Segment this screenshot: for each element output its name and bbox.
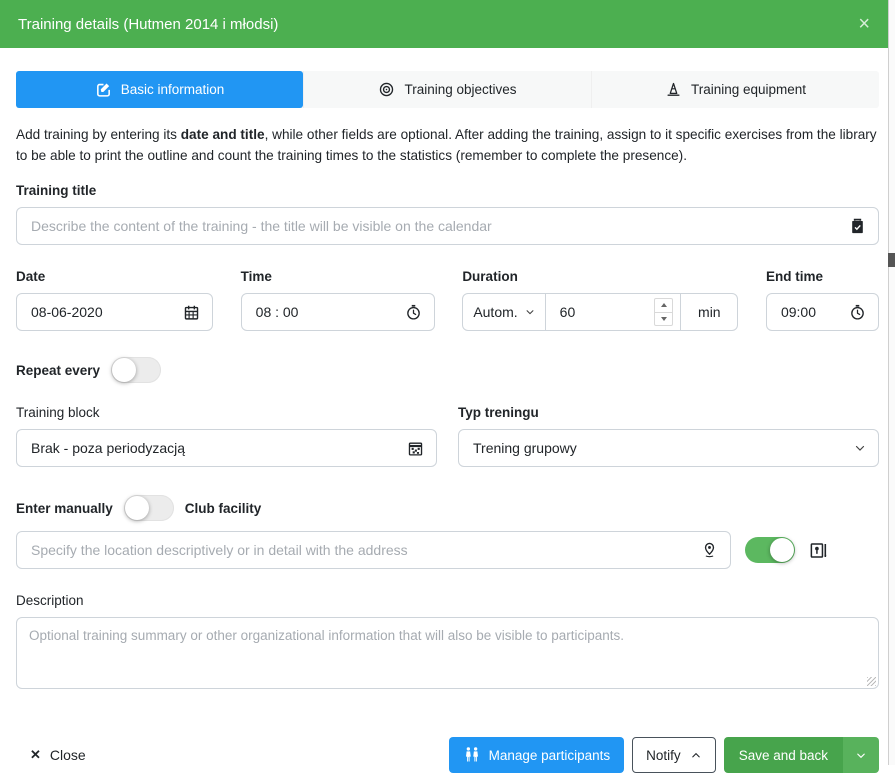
- repeat-row: Repeat every: [16, 357, 879, 383]
- duration-mode-value: Autom.: [473, 304, 518, 320]
- training-block-field[interactable]: [16, 429, 437, 467]
- manage-participants-label: Manage participants: [488, 747, 611, 763]
- repeat-every-toggle[interactable]: [111, 357, 162, 383]
- save-dropdown-toggle[interactable]: [843, 737, 879, 773]
- close-button[interactable]: ✕ Close: [30, 747, 86, 763]
- training-title-label: Training title: [16, 183, 97, 198]
- map-pin-icon[interactable]: [701, 541, 718, 559]
- chevron-down-icon: [525, 307, 535, 317]
- end-time-label: End time: [765, 269, 823, 284]
- chevron-down-icon: [855, 750, 867, 761]
- notify-button[interactable]: Notify: [632, 737, 716, 773]
- datetime-row: Date Time: [16, 269, 879, 331]
- chevron-up-icon: [690, 750, 702, 761]
- watch-icon[interactable]: [405, 304, 422, 321]
- calendar-icon[interactable]: [183, 304, 200, 321]
- toggle-knob: [124, 496, 149, 520]
- location-input[interactable]: [29, 541, 701, 559]
- toggle-knob: [112, 358, 137, 382]
- duration-unit: min: [680, 294, 737, 330]
- people-icon: [463, 747, 481, 763]
- tab-bar: Basic information Training objectives: [16, 71, 879, 108]
- club-facility-label: Club facility: [184, 500, 262, 516]
- training-type-label: Typ treningu: [458, 405, 539, 420]
- training-block-label: Training block: [16, 405, 100, 420]
- training-title-input[interactable]: [29, 217, 849, 235]
- intro-text: Add training by entering its date and ti…: [16, 127, 877, 163]
- repeat-every-label: Repeat every: [16, 362, 101, 378]
- location-row: [16, 531, 879, 569]
- description-textarea[interactable]: [16, 617, 879, 689]
- date-field: [16, 293, 213, 331]
- tab-label: Training objectives: [404, 82, 517, 97]
- save-and-back-label: Save and back: [738, 747, 828, 763]
- cone-icon: [665, 81, 682, 98]
- save-split-button: Save and back: [723, 737, 879, 773]
- calendar-blocks-icon[interactable]: [407, 440, 424, 457]
- location-field: [16, 531, 731, 569]
- scrollbar-thumb[interactable]: [888, 253, 895, 267]
- save-and-back-button[interactable]: Save and back: [723, 737, 843, 773]
- target-icon: [378, 81, 395, 98]
- training-title-field: [16, 207, 879, 245]
- resize-handle-icon[interactable]: [867, 677, 876, 686]
- date-label: Date: [16, 269, 46, 284]
- tab-label: Basic information: [120, 82, 225, 97]
- location-mode-row: Enter manually Club facility: [16, 495, 879, 521]
- block-type-row: Training block: [16, 405, 879, 467]
- end-time-field: [765, 293, 879, 331]
- description-label: Description: [16, 593, 84, 608]
- training-type-select[interactable]: [458, 429, 879, 467]
- page-scrollbar[interactable]: [888, 0, 895, 765]
- club-facility-toggle[interactable]: [745, 537, 795, 563]
- watch-icon[interactable]: [849, 304, 866, 321]
- spinner-down-button[interactable]: [655, 311, 673, 326]
- spinner-up-button[interactable]: [655, 299, 672, 312]
- time-field: [240, 293, 435, 331]
- manage-participants-button[interactable]: Manage participants: [448, 737, 625, 773]
- toggle-knob: [770, 538, 794, 562]
- time-label: Time: [240, 269, 272, 284]
- duration-label: Duration: [462, 269, 518, 284]
- enter-manually-toggle[interactable]: [123, 495, 174, 521]
- end-time-input[interactable]: [778, 303, 849, 321]
- tab-basic-information[interactable]: Basic information: [16, 71, 303, 108]
- duration-mode-select[interactable]: Autom.: [463, 294, 546, 330]
- edit-icon: [95, 81, 112, 98]
- x-icon: ✕: [30, 747, 41, 762]
- close-icon[interactable]: ×: [858, 13, 870, 35]
- enter-manually-label: Enter manually: [16, 500, 113, 516]
- notify-label: Notify: [646, 747, 681, 763]
- training-type-value[interactable]: [471, 439, 854, 457]
- description-wrap: [16, 617, 879, 689]
- close-label: Close: [49, 747, 86, 763]
- duration-group: Autom. min: [462, 293, 739, 331]
- facility-map-icon[interactable]: [809, 541, 828, 560]
- date-input[interactable]: [29, 303, 183, 321]
- tab-label: Training equipment: [690, 82, 807, 97]
- training-block-input[interactable]: [29, 439, 407, 457]
- duration-value-field: [546, 294, 681, 330]
- modal-header: Training details (Hutmen 2014 i młodsi) …: [0, 0, 888, 48]
- duration-value-input[interactable]: [557, 303, 655, 321]
- number-spinner: [654, 298, 674, 326]
- tab-training-equipment[interactable]: Training equipment: [591, 71, 879, 108]
- modal-title: Training details (Hutmen 2014 i młodsi): [18, 15, 279, 33]
- tab-training-objectives[interactable]: Training objectives: [303, 71, 591, 108]
- clipboard-check-icon[interactable]: [849, 217, 866, 235]
- time-input[interactable]: [253, 303, 405, 321]
- chevron-down-icon: [854, 442, 866, 454]
- footer: ✕ Close Manage participants: [16, 737, 879, 773]
